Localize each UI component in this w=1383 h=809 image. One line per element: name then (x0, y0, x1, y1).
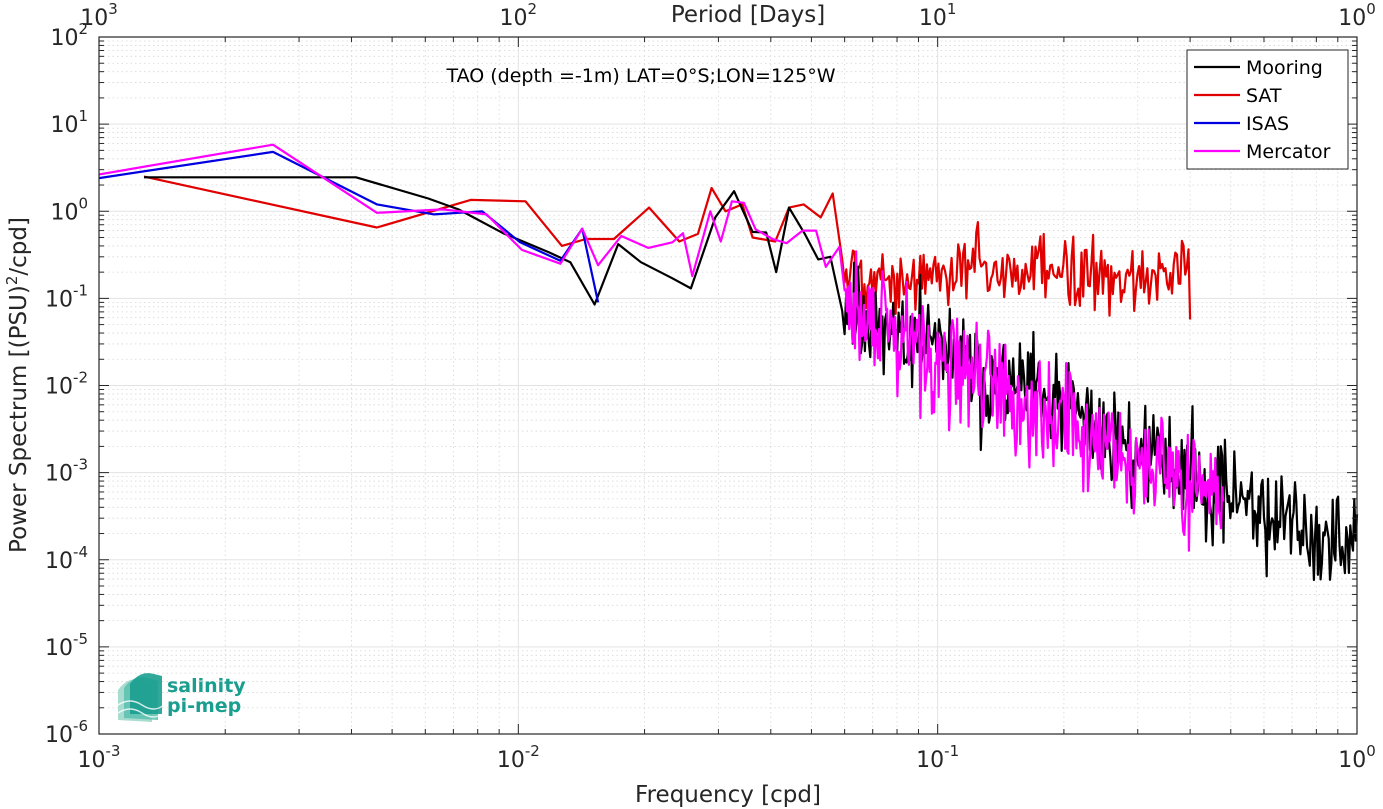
y-tick-label: 10-6 (45, 717, 88, 748)
legend-label-sat: SAT (1246, 85, 1282, 107)
series-line-sat (143, 175, 1192, 320)
logo-text-line1: salinity (167, 675, 246, 697)
series-line-mercator (98, 143, 1225, 552)
y-tick-label: 10-4 (45, 543, 88, 574)
salinity-pi-mep-logo: salinity pi-mep (117, 673, 246, 722)
y-axis-label: Power Spectrum [(PSU)2/cpd] (3, 217, 32, 553)
y-axis-label-tail: /cpd] (6, 217, 32, 276)
logo-waves-icon (117, 673, 165, 722)
top-x-tick-label: 103 (80, 0, 118, 31)
legend: Mooring SAT ISAS Mercator (1186, 49, 1349, 170)
chart-title: TAO (depth =-1m) LAT=0°S;LON=125°W (445, 65, 835, 87)
top-x-tick-label: 100 (1338, 0, 1376, 31)
x-tick-label: 100 (1338, 742, 1376, 773)
series-layer (98, 143, 1359, 582)
legend-label-mooring: Mooring (1246, 57, 1323, 79)
legend-label-mercator: Mercator (1246, 141, 1331, 163)
y-tick-label: 10-1 (45, 281, 88, 312)
y-tick-label: 100 (50, 194, 88, 225)
x-tick-label: 10-3 (78, 742, 121, 773)
x-tick-label: 10-1 (916, 742, 959, 773)
x-axis-label: Frequency [cpd] (635, 782, 821, 808)
y-tick-label: 10-3 (45, 456, 88, 487)
top-x-tick-label: 102 (500, 0, 538, 31)
legend-box (1186, 49, 1349, 170)
x-tick-label: 10-2 (497, 742, 540, 773)
y-tick-label: 102 (50, 20, 88, 51)
minor-grid (99, 37, 1357, 734)
top-x-tick-label: 101 (919, 0, 957, 31)
axis-ticks (98, 37, 1357, 735)
y-tick-label: 10-2 (45, 369, 88, 400)
y-tick-label: 101 (50, 107, 88, 138)
y-axis-label-main: Power Spectrum [(PSU) (6, 285, 32, 553)
y-tick-label: 10-5 (45, 630, 88, 661)
logo-text-line2: pi-mep (167, 695, 241, 717)
top-x-axis-label: Period [Days] (671, 2, 825, 28)
legend-label-isas: ISAS (1246, 113, 1289, 135)
y-axis-label-sup: 2 (3, 276, 21, 286)
